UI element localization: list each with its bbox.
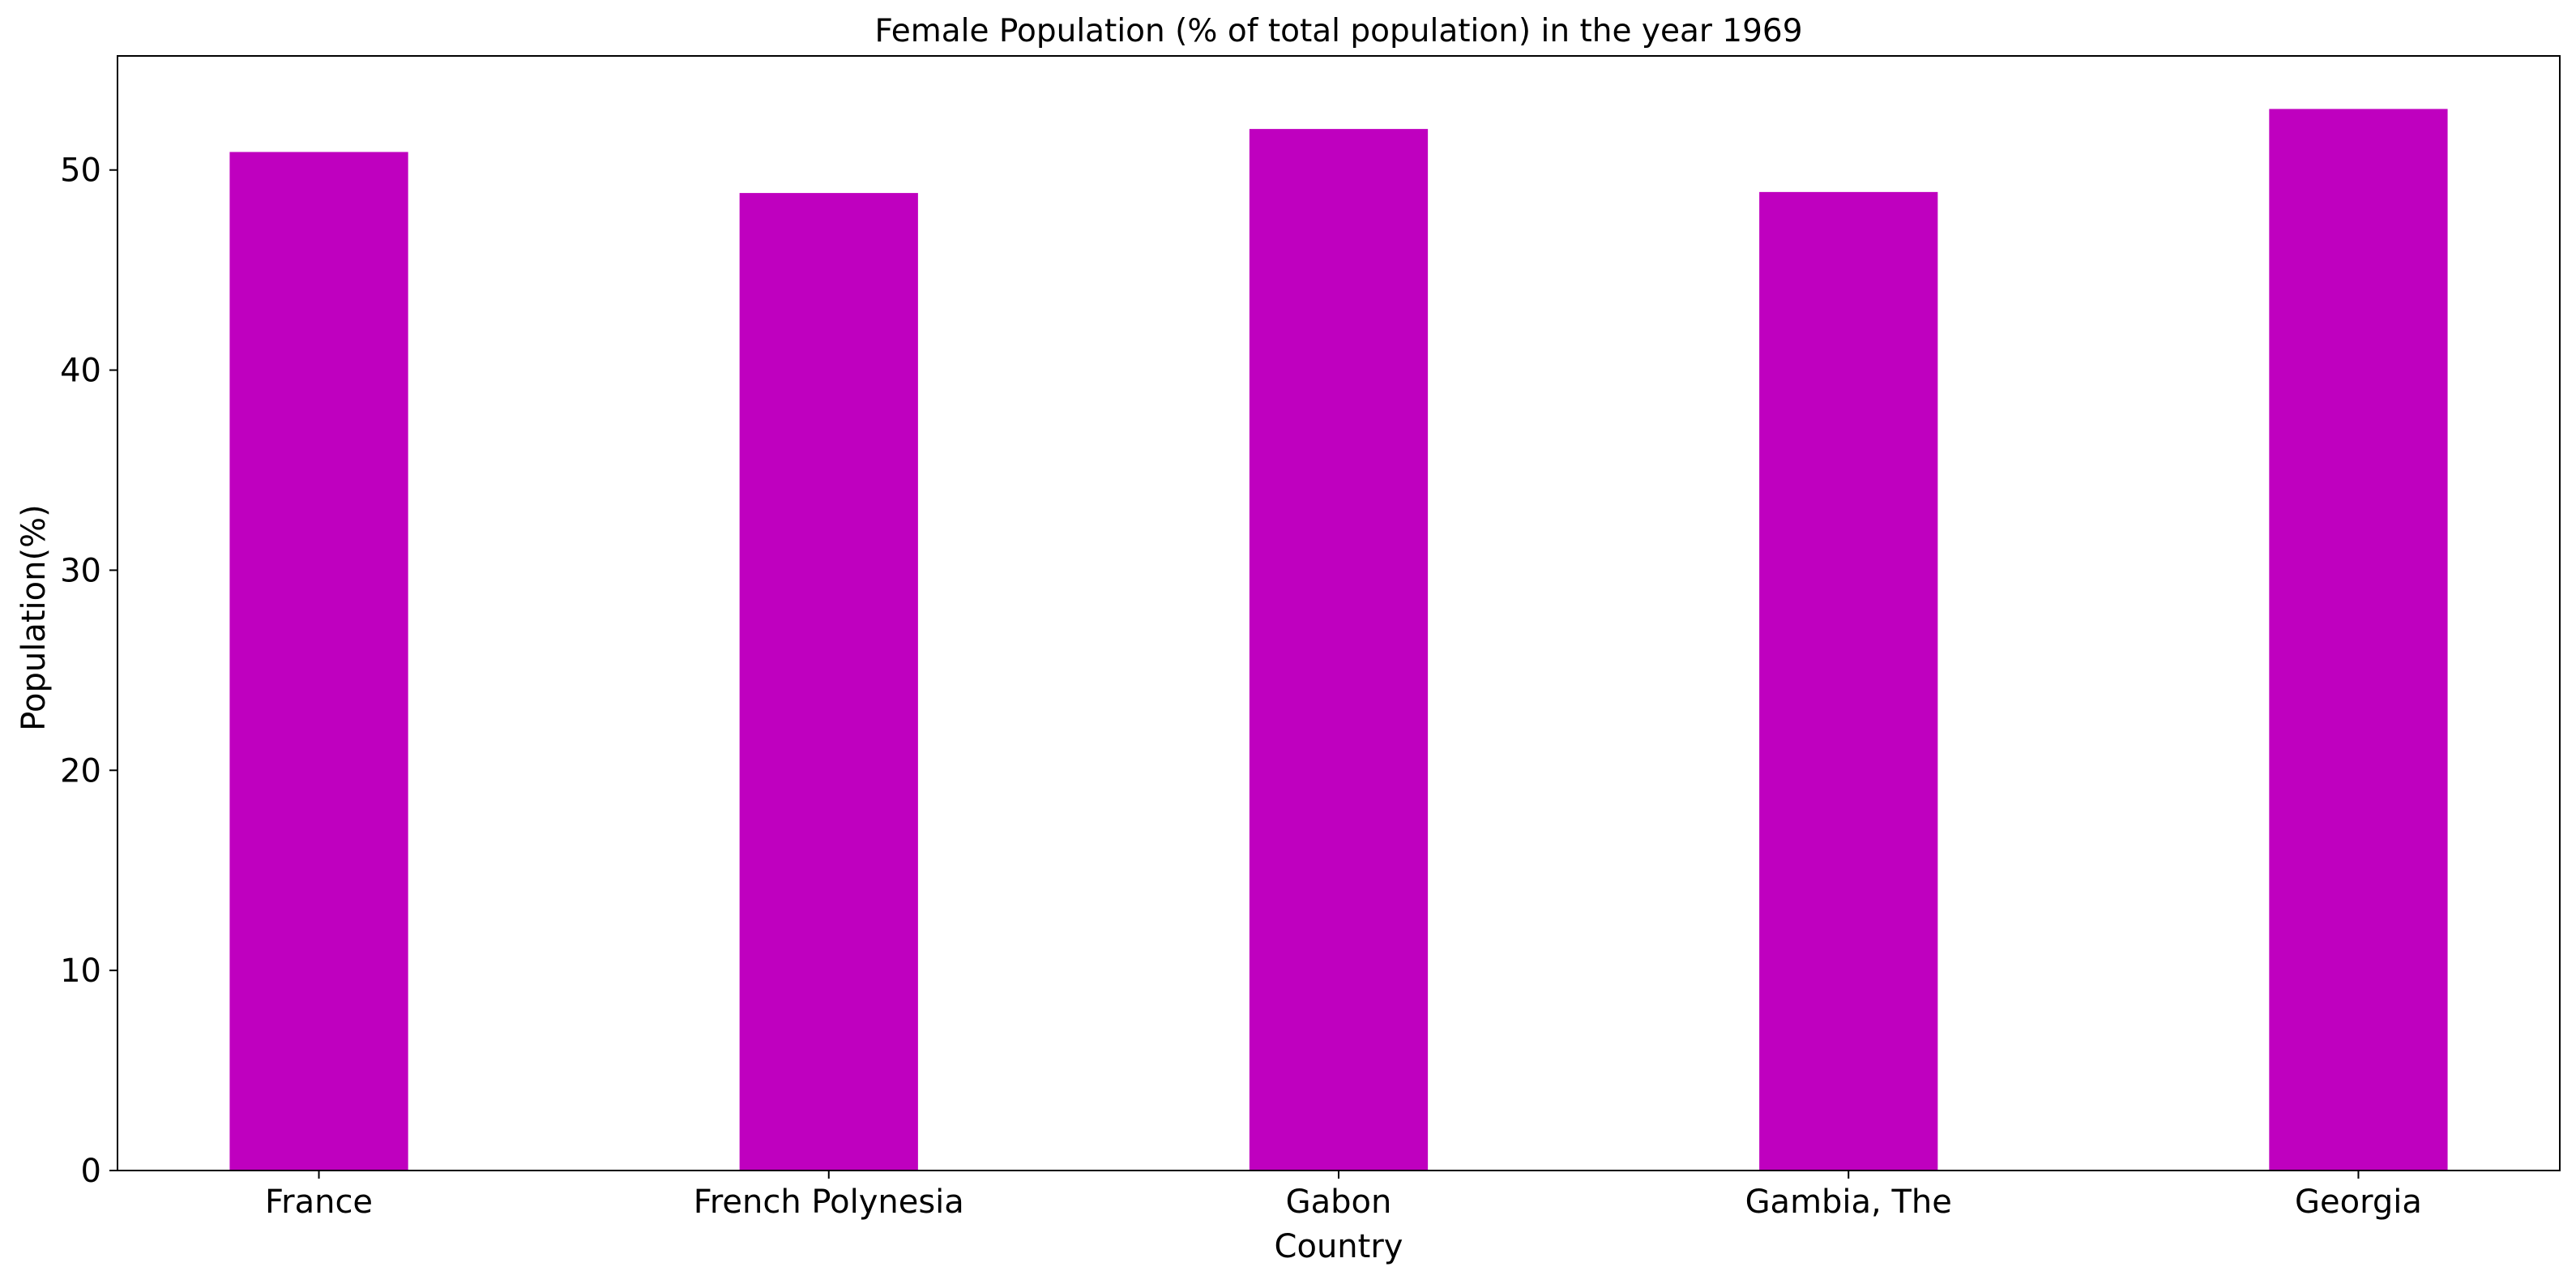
y-tick-label: 20 [60,752,101,790]
x-axis-label: Country [1275,1228,1403,1265]
y-tick-label: 30 [60,552,101,589]
bar-georgia [2269,109,2448,1171]
y-axis-label: Population(%) [15,504,53,730]
plot-frame [117,55,2561,1171]
plot-area [229,109,2448,1171]
x-tick-label: France [265,1183,373,1221]
y-tick-label: 10 [60,952,101,990]
x-tick-label: Georgia [2295,1183,2422,1221]
y-axis: 0 10 20 30 40 50 [60,152,117,1190]
x-axis: France French Polynesia Gabon Gambia, The Ge… [265,1171,2422,1221]
x-tick-label: Gabon [1286,1183,1392,1221]
y-tick-label: 0 [81,1153,101,1190]
bar-gabon [1249,129,1429,1171]
y-tick-label: 50 [60,152,101,190]
chart-title: Female Population (% of total population… [874,13,1802,49]
x-tick-label: Gambia, The [1745,1183,1952,1221]
x-tick-label: French Polynesia [694,1183,964,1221]
bar-french-polynesia [739,193,918,1171]
y-tick-label: 40 [60,353,101,390]
bar-gambia-the [1759,191,1938,1171]
bar-france [229,152,408,1171]
